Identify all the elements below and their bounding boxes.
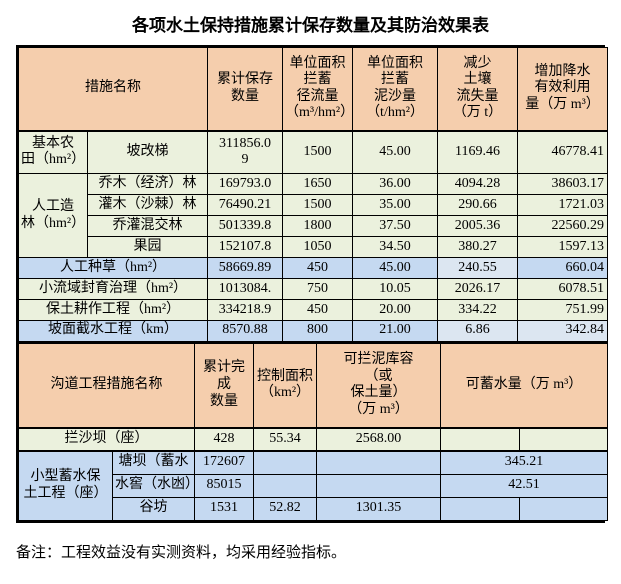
cell-value: 501339.8 — [207, 215, 283, 237]
cell-value: 6078.51 — [517, 278, 608, 300]
cell-value: 660.04 — [517, 257, 608, 279]
cell-value — [519, 427, 608, 452]
cell-value: 1169.46 — [437, 130, 518, 174]
cell-value: 38603.17 — [517, 173, 608, 195]
cell-value: 35.00 — [352, 194, 438, 216]
measure-name-water-cellar: 水窖（水凼） — [112, 473, 195, 498]
measure-name: 果园 — [87, 236, 208, 258]
row-group-planted-forest: 人工造 林（hm²） — [18, 173, 88, 258]
row-group-small-storage-works: 小型蓄水保 土工程（座） — [18, 450, 113, 521]
cell-value: 152107.8 — [207, 236, 283, 258]
cell-value: 2026.17 — [437, 278, 518, 300]
cell-value — [253, 450, 317, 475]
channel-works-table: 沟道工程措施名称 累计完成 数量 控制面积 （km²） 可拦泥库容 （或 保土量… — [18, 342, 608, 521]
cell-value: 20.00 — [352, 299, 438, 321]
col-header-measure-name: 措施名称 — [18, 47, 208, 132]
cell-value — [316, 450, 441, 475]
col-header-completed-qty: 累计完成 数量 — [194, 342, 254, 429]
measure-name-slope-interception: 坡面截水工程（km） — [18, 320, 208, 343]
cell-value: 290.66 — [437, 194, 518, 216]
cell-value: 34.50 — [352, 236, 438, 258]
col-header-rain-utilization: 增加降水 有效利用 量（万 m³） — [517, 47, 608, 132]
cell-value: 2568.00 — [316, 427, 441, 452]
cell-value: 450 — [282, 299, 353, 321]
cell-value: 37.50 — [352, 215, 438, 237]
measure-name: 坡改梯 — [87, 130, 208, 174]
cell-value: 240.55 — [437, 257, 518, 279]
cell-value: 1301.35 — [316, 496, 441, 521]
cell-value — [440, 496, 520, 521]
cell-value: 76490.21 — [207, 194, 283, 216]
measure-name: 灌木（沙棘）林 — [87, 194, 208, 216]
col-header-sediment-storage: 可拦泥库容 （或 保土量） （万 m³） — [316, 342, 441, 429]
cell-value — [316, 473, 441, 498]
measure-name-pond-dam: 塘坝（蓄水 — [112, 450, 195, 475]
page-title: 各项水土保持措施累计保存数量及其防治效果表 — [132, 16, 489, 35]
cell-value — [519, 496, 608, 521]
cell-value: 1050 — [282, 236, 353, 258]
cell-value: 1500 — [282, 194, 353, 216]
col-header-runoff-per-area: 单位面积 拦蓄 径流量 （m³/hm²） — [282, 47, 353, 132]
cell-value: 169793.0 — [207, 173, 283, 195]
cell-value: 334.22 — [437, 299, 518, 321]
cell-value: 85015 — [194, 473, 254, 498]
cell-value: 450 — [282, 257, 353, 279]
cell-value: 1500 — [282, 130, 353, 174]
cell-value: 42.51 — [440, 473, 608, 498]
cell-value: 751.99 — [517, 299, 608, 321]
cell-value — [253, 473, 317, 498]
cell-value: 1721.03 — [517, 194, 608, 216]
row-group-basic-farmland: 基本农 田（hm²） — [18, 130, 88, 174]
col-header-controlled-area: 控制面积 （km²） — [253, 342, 317, 429]
cell-value: 1531 — [194, 496, 254, 521]
measures-table: 措施名称 累计保存 数量 单位面积 拦蓄 径流量 （m³/hm²） 单位面积 拦… — [18, 47, 608, 343]
col-header-soil-loss-reduced: 减少 土壤 流失量 （万 t） — [437, 47, 518, 132]
cell-value: 52.82 — [253, 496, 317, 521]
cell-value: 750 — [282, 278, 353, 300]
cell-value: 4094.28 — [437, 173, 518, 195]
cell-value: 1597.13 — [517, 236, 608, 258]
measure-name-watershed-closure: 小流域封育治理（hm²） — [18, 278, 208, 300]
cell-value: 1013084. — [207, 278, 283, 300]
cell-value: 10.05 — [352, 278, 438, 300]
cell-value: 342.84 — [517, 320, 608, 343]
cell-value: 2005.36 — [437, 215, 518, 237]
cell-value: 22560.29 — [517, 215, 608, 237]
cell-value: 334218.9 — [207, 299, 283, 321]
col-header-channel-measure-name: 沟道工程措施名称 — [18, 342, 195, 429]
cell-value: 55.34 — [253, 427, 317, 452]
remark-note: 备注：工程效益没有实测资料，均采用经验指标。 — [16, 544, 347, 561]
cell-value: 8570.88 — [207, 320, 283, 343]
cell-value — [440, 427, 520, 452]
cell-value: 58669.89 — [207, 257, 283, 279]
cell-value: 345.21 — [440, 450, 608, 475]
cell-value: 45.00 — [352, 257, 438, 279]
cell-value: 46778.41 — [517, 130, 608, 174]
measure-name-grass-planting: 人工种草（hm²） — [18, 257, 208, 279]
cell-value: 1800 — [282, 215, 353, 237]
cell-value: 172607 — [194, 450, 254, 475]
cell-value: 380.27 — [437, 236, 518, 258]
col-header-sediment-per-area: 单位面积 拦蓄 泥沙量 （t/hm²） — [352, 47, 438, 132]
measure-name-soil-conserving-tillage: 保土耕作工程（hm²） — [18, 299, 208, 321]
cell-value: 6.86 — [437, 320, 518, 343]
cell-value: 45.00 — [352, 130, 438, 174]
cell-value: 1650 — [282, 173, 353, 195]
conservation-table-wrapper: 措施名称 累计保存 数量 单位面积 拦蓄 径流量 （m³/hm²） 单位面积 拦… — [16, 45, 608, 523]
measure-name: 乔木（经济）林 — [87, 173, 208, 195]
col-header-preserved-qty: 累计保存 数量 — [207, 47, 283, 132]
cell-value: 311856.0 9 — [207, 130, 283, 174]
measure-name-sediment-dam: 拦沙坝（座） — [18, 427, 195, 452]
cell-value: 36.00 — [352, 173, 438, 195]
measure-name-check-dam: 谷坊 — [112, 496, 195, 521]
cell-value: 428 — [194, 427, 254, 452]
cell-value: 21.00 — [352, 320, 438, 343]
measure-name: 乔灌混交林 — [87, 215, 208, 237]
col-header-water-storage: 可蓄水量（万 m³） — [440, 342, 608, 429]
cell-value: 800 — [282, 320, 353, 343]
